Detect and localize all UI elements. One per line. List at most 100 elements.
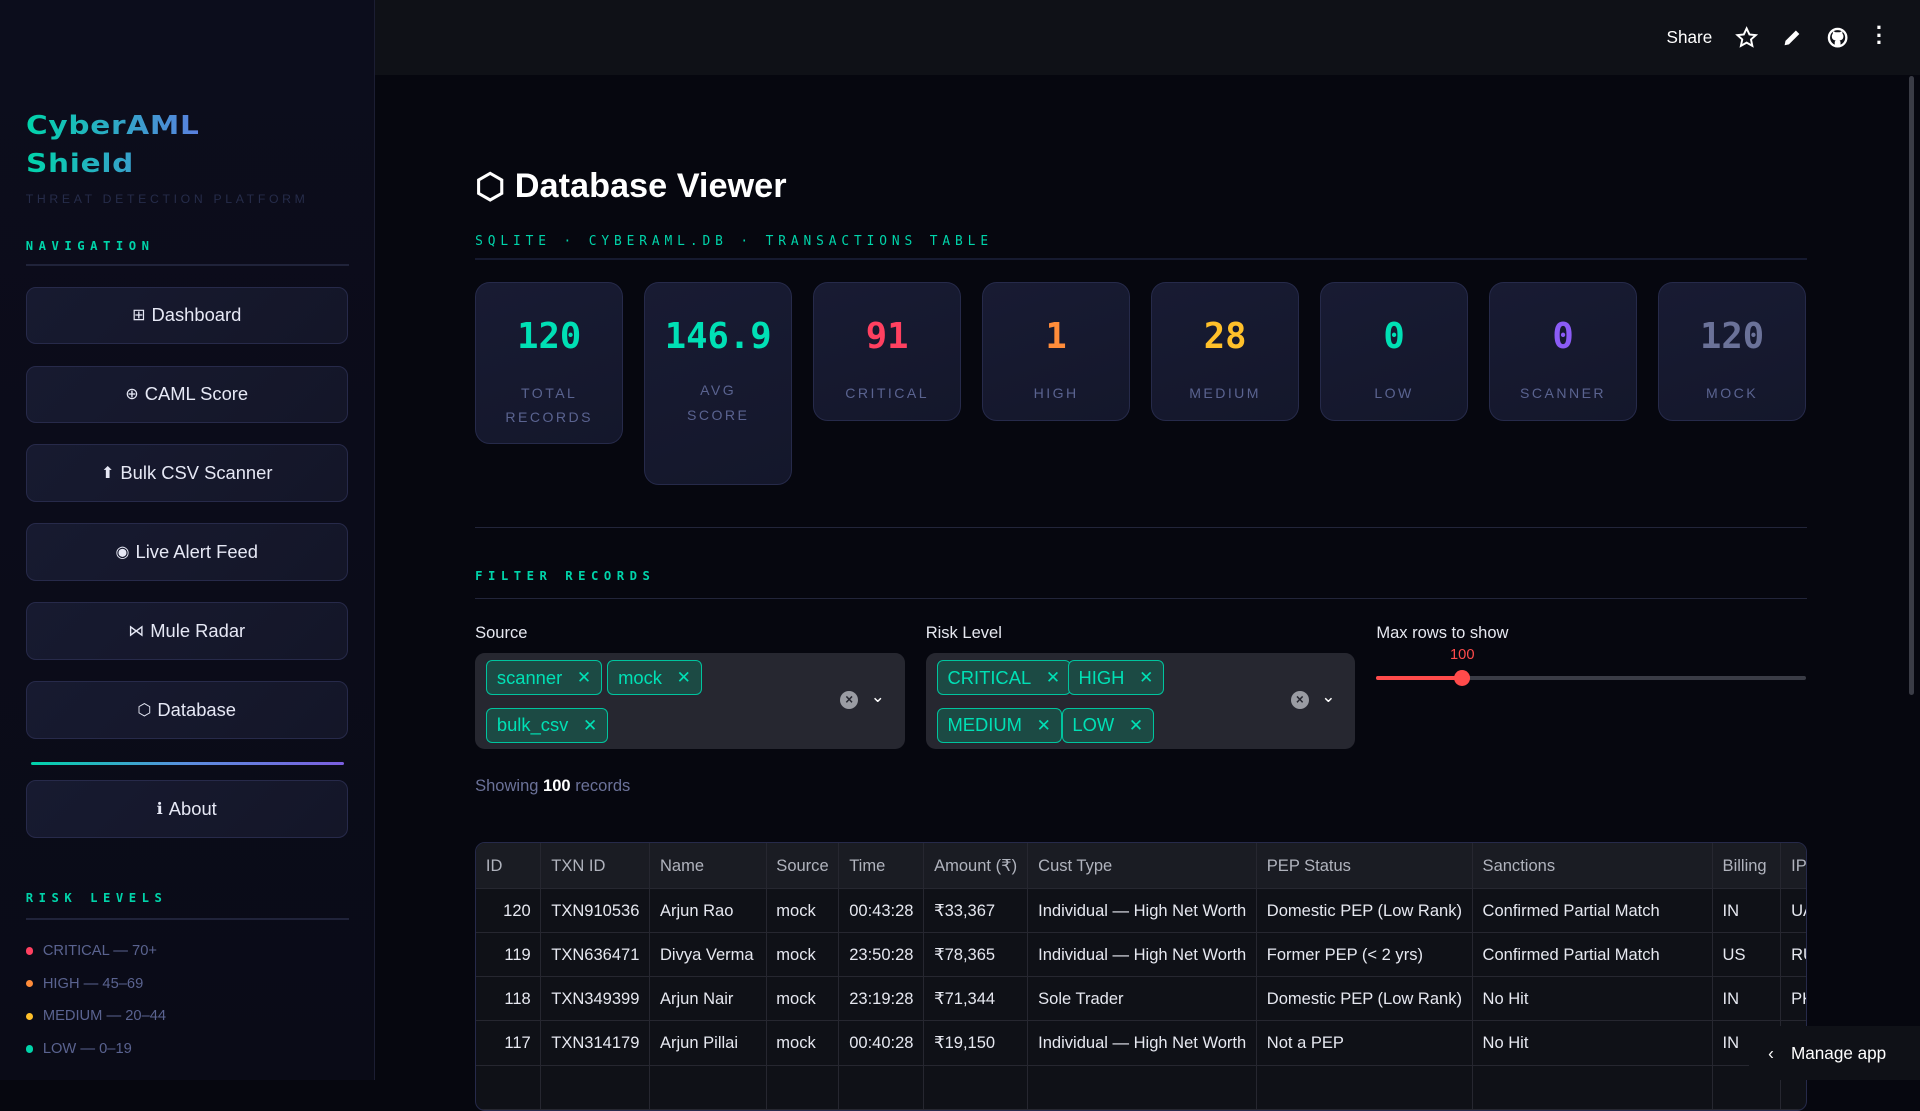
records-table[interactable]: ID TXN ID Name Source Time Amount (₹) Cust Typ… bbox=[475, 842, 1808, 1111]
table-row[interactable]: 119 TXN636471 Divya Verma mock 23:50:28 ₹78,3… bbox=[476, 932, 1807, 978]
remove-icon[interactable]: ✕ bbox=[1128, 714, 1144, 735]
table-row[interactable]: 120 TXN910536 Arjun Rao mock 00:43:28 ₹33,367… bbox=[476, 888, 1807, 934]
column-header[interactable]: Name bbox=[649, 843, 767, 890]
source-label: Source bbox=[475, 623, 528, 643]
remove-icon[interactable]: ✕ bbox=[1045, 667, 1061, 688]
page-subtitle: SQLITE · CYBERAML.DB · TRANSACTIONS TABL… bbox=[475, 233, 993, 249]
github-icon[interactable] bbox=[1826, 26, 1849, 49]
table-cell: RU bbox=[1780, 932, 1807, 978]
stat-label: MOCK bbox=[1706, 384, 1759, 401]
stat-value: 120 bbox=[517, 315, 582, 357]
chip-high[interactable]: HIGH ✕ bbox=[1067, 659, 1165, 696]
table-cell: Arjun Rao bbox=[649, 888, 767, 934]
column-header[interactable]: Amount (₹) bbox=[923, 843, 1029, 890]
table-cell: Former PEP (< 2 yrs) bbox=[1256, 932, 1473, 978]
stat-value: 0 bbox=[1552, 315, 1574, 357]
stat-card-avg-score: 146.9 AVG SCORE bbox=[644, 281, 793, 485]
table-cell bbox=[838, 1065, 925, 1110]
risk-dot-icon bbox=[25, 1012, 34, 1020]
more-vertical-icon[interactable]: · · · bbox=[1875, 15, 1884, 56]
max-rows-slider[interactable]: 100 bbox=[1376, 646, 1807, 689]
share-button[interactable]: Share bbox=[1666, 26, 1713, 47]
stat-label: HIGH bbox=[1033, 384, 1079, 401]
stat-value: 28 bbox=[1203, 315, 1247, 357]
chevron-down-icon[interactable]: ⌄ bbox=[870, 685, 885, 706]
bowtie-icon: ⋈ bbox=[128, 623, 145, 641]
stat-value: 1 bbox=[1045, 315, 1067, 357]
stat-card-mock: 120 MOCK bbox=[1657, 281, 1807, 422]
chip-scanner[interactable]: scanner ✕ bbox=[486, 659, 603, 696]
nav-database-button[interactable]: ⬡ Database bbox=[25, 681, 348, 739]
column-header[interactable]: Billing bbox=[1712, 843, 1782, 890]
table-cell bbox=[923, 1065, 1029, 1110]
column-header[interactable]: Time bbox=[838, 843, 925, 890]
table-cell bbox=[766, 1065, 840, 1110]
table-row[interactable]: 117 TXN314179 Arjun Pillai mock 00:40:28 ₹19,… bbox=[476, 1020, 1807, 1066]
table-cell: UA bbox=[1780, 888, 1807, 934]
stat-label: CRITICAL bbox=[845, 384, 929, 401]
column-header[interactable]: PEP Status bbox=[1256, 843, 1473, 890]
table-row[interactable] bbox=[476, 1065, 1807, 1110]
nav-caml-score-button[interactable]: ⊕ CAML Score bbox=[25, 365, 348, 424]
remove-icon[interactable]: ✕ bbox=[1036, 714, 1051, 735]
table-cell: 120 bbox=[476, 888, 542, 934]
table-cell: mock bbox=[766, 1020, 840, 1066]
risk-level-multiselect[interactable]: CRITICAL ✕ HIGH ✕ MEDIUM ✕ LOW ✕ × ⌄ bbox=[925, 652, 1356, 750]
slider-value: 100 bbox=[1450, 646, 1475, 663]
hexagon-icon: ⬡ bbox=[137, 702, 152, 720]
column-header[interactable]: ID bbox=[476, 843, 542, 890]
remove-icon[interactable]: ✕ bbox=[1139, 667, 1154, 688]
table-cell: IN bbox=[1712, 888, 1782, 934]
nav-bulk-csv-scanner-button[interactable]: ⬆ Bulk CSV Scanner bbox=[25, 444, 348, 503]
stat-card-low: 0 LOW bbox=[1320, 281, 1469, 422]
table-cell: Divya Verma bbox=[649, 932, 767, 978]
nav-dashboard-button[interactable]: ⊞ Dashboard bbox=[25, 286, 348, 345]
chip-medium[interactable]: MEDIUM ✕ bbox=[936, 707, 1062, 744]
stat-value: 120 bbox=[1699, 315, 1765, 357]
stat-value: 146.9 bbox=[664, 315, 772, 357]
crosshair-icon: ⊕ bbox=[125, 386, 139, 404]
star-icon[interactable] bbox=[1735, 25, 1759, 49]
source-multiselect[interactable]: scanner ✕ mock ✕ bulk_csv ✕ × ⌄ bbox=[475, 652, 905, 750]
nav-about-button[interactable]: ℹ About bbox=[25, 780, 348, 838]
chip-bulk-csv[interactable]: bulk_csv ✕ bbox=[486, 707, 609, 744]
stat-card-high: 1 HIGH bbox=[982, 281, 1131, 422]
clear-all-icon[interactable]: × bbox=[1290, 690, 1309, 709]
remove-icon[interactable]: ✕ bbox=[676, 667, 692, 688]
table-cell: 118 bbox=[476, 976, 542, 1022]
table-cell bbox=[649, 1065, 767, 1110]
table-cell: Arjun Pillai bbox=[649, 1020, 767, 1066]
table-cell: Individual — High Net Worth bbox=[1027, 888, 1257, 934]
pencil-icon[interactable] bbox=[1782, 27, 1803, 48]
remove-icon[interactable]: ✕ bbox=[583, 714, 598, 735]
column-header[interactable]: Sanctions bbox=[1472, 843, 1713, 890]
chevron-down-icon[interactable]: ⌄ bbox=[1321, 685, 1336, 706]
scrollbar[interactable] bbox=[1908, 75, 1914, 696]
nav-live-alert-feed-button[interactable]: ◉ Live Alert Feed bbox=[25, 523, 348, 582]
nav-mule-radar-button[interactable]: ⋈ Mule Radar bbox=[25, 602, 348, 660]
filter-section-title: FILTER RECORDS bbox=[475, 569, 656, 584]
remove-icon[interactable]: ✕ bbox=[576, 667, 592, 688]
table-cell: mock bbox=[766, 888, 840, 934]
column-header[interactable]: Source bbox=[766, 843, 840, 890]
chip-mock[interactable]: mock ✕ bbox=[607, 659, 702, 696]
stat-label: AVG SCORE bbox=[687, 382, 750, 423]
column-header[interactable]: TXN ID bbox=[540, 843, 651, 890]
stat-label: LOW bbox=[1374, 384, 1414, 401]
slider-fill bbox=[1376, 675, 1463, 680]
manage-app-button[interactable]: ‹ Manage app bbox=[1748, 1026, 1920, 1080]
column-header[interactable]: IP bbox=[1780, 843, 1807, 890]
table-row[interactable]: 118 TXN349399 Arjun Nair mock 23:19:28 ₹71,34… bbox=[476, 976, 1807, 1022]
slider-track[interactable] bbox=[1376, 675, 1807, 680]
divider bbox=[25, 918, 349, 920]
chip-critical[interactable]: CRITICAL ✕ bbox=[936, 659, 1071, 696]
top-header: Share · · · bbox=[374, 0, 1920, 75]
stat-card-total-records: 120 TOTAL RECORDS bbox=[475, 281, 624, 445]
chip-low[interactable]: LOW ✕ bbox=[1061, 707, 1155, 744]
clear-all-icon[interactable]: × bbox=[839, 690, 859, 709]
table-cell: Confirmed Partial Match bbox=[1472, 932, 1713, 978]
table-cell: TXN910536 bbox=[540, 888, 651, 934]
database-icon: ⬡ bbox=[475, 167, 506, 206]
column-header[interactable]: Cust Type bbox=[1027, 843, 1257, 890]
slider-thumb[interactable] bbox=[1454, 669, 1471, 686]
